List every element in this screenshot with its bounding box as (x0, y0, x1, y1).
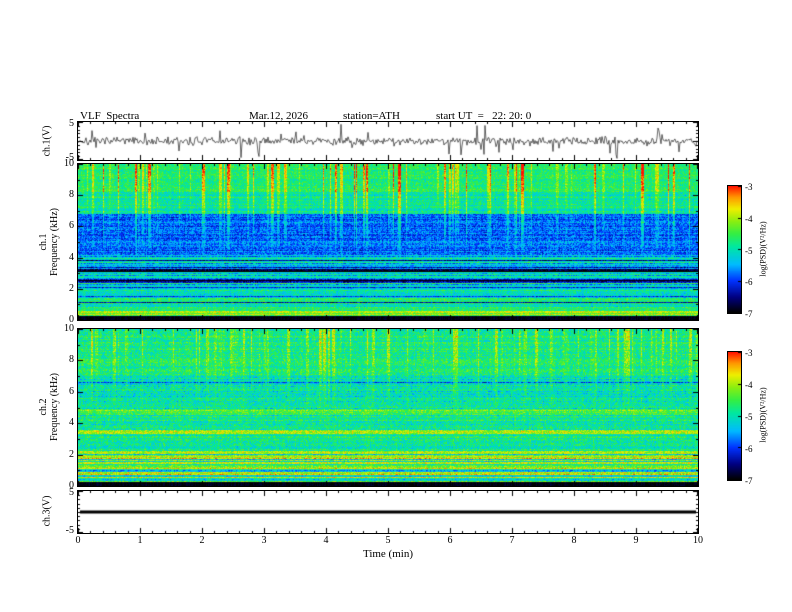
x-tick-label: 6 (447, 535, 453, 546)
ch1-spec-ylabel: ch.1 Frequency (kHz) (38, 208, 60, 276)
ch1-spec-ylabel-line1: ch.1 (38, 233, 49, 251)
spec2-freq-tick-label: 10 (64, 323, 74, 334)
ch2-spectrogram-panel (77, 328, 699, 487)
spec2-freq-tick-label: 4 (69, 417, 74, 429)
time-axis-label: Time (min) (362, 548, 413, 560)
ch1-spectrogram-panel (77, 163, 699, 321)
ch3-wave-ylabel: ch.3(V) (41, 495, 53, 527)
spec2-freq-tick-label: 6 (69, 385, 74, 397)
station-label: station=ATH (343, 110, 400, 122)
colorbar-tick-label: -4 (745, 213, 753, 224)
ch1-spec-ylabel-line2: Frequency (kHz) (49, 207, 60, 277)
ch1-waveform-canvas (78, 122, 698, 160)
spec2-freq-tick-label: 2 (69, 448, 74, 460)
colorbar-ch1 (727, 185, 742, 314)
ch3-waveform-canvas (78, 491, 698, 533)
colorbar-ch2 (727, 351, 742, 481)
colorbar-tick-label: -6 (745, 277, 753, 288)
ch3-waveform-panel (77, 490, 699, 534)
plot-date: Mar.12, 2026 (249, 110, 308, 122)
colorbar-ch1-canvas (728, 186, 741, 313)
ch2-spec-ylabel-line1: ch.2 (38, 398, 49, 416)
spec2-freq-tick-label: 0 (69, 480, 74, 491)
colorbar-ch2-canvas (728, 352, 741, 480)
x-tick-label: 10 (693, 535, 703, 546)
wave1-volt-tick-label: -5 (65, 152, 74, 163)
plot-title: VLF Spectra (80, 110, 140, 122)
colorbar-tick-label: -5 (745, 245, 753, 256)
colorbar-tick-label: -6 (745, 444, 753, 454)
wave1-volt-tick-label: 5 (69, 118, 74, 129)
x-tick-label: 5 (385, 535, 391, 546)
x-tick-label: 7 (509, 535, 515, 546)
ch1-spectrogram-canvas (78, 164, 698, 320)
x-tick-label: 8 (571, 535, 577, 546)
wave3-volt-tick-label: -5 (65, 525, 74, 536)
ch2-spectrogram-canvas (78, 329, 698, 486)
start-ut-label: start UT = 22: 20: 0 (436, 110, 532, 122)
spec1-freq-tick-label: 4 (69, 251, 74, 263)
x-tick-label: 9 (633, 535, 639, 546)
colorbar-tick-label: -3 (745, 182, 753, 192)
wave3-volt-tick-label: 5 (69, 487, 74, 498)
colorbar-tick-label: -4 (745, 380, 753, 390)
spec2-freq-tick-label: 8 (69, 354, 74, 366)
x-tick-label: 1 (137, 535, 143, 546)
colorbar-tick-label: -7 (745, 309, 753, 319)
colorbar-tick-label: -5 (745, 412, 753, 422)
x-tick-label: 2 (199, 535, 205, 546)
colorbar-tick-label: -3 (745, 348, 753, 358)
x-tick-label: 0 (75, 535, 81, 546)
spec1-freq-tick-label: 0 (69, 314, 74, 325)
spec1-freq-tick-label: 6 (69, 220, 74, 232)
x-tick-label: 4 (323, 535, 329, 546)
x-tick-label: 3 (261, 535, 267, 546)
ch1-waveform-panel (77, 121, 699, 161)
ch2-spec-ylabel-line2: Frequency (kHz) (49, 372, 60, 442)
ch2-spec-ylabel: ch.2 Frequency (kHz) (38, 373, 60, 441)
spec1-freq-tick-label: 2 (69, 282, 74, 294)
spec1-freq-tick-label: 8 (69, 189, 74, 201)
colorbar-tick-label: -7 (745, 476, 753, 486)
spec1-freq-tick-label: 10 (64, 158, 74, 169)
